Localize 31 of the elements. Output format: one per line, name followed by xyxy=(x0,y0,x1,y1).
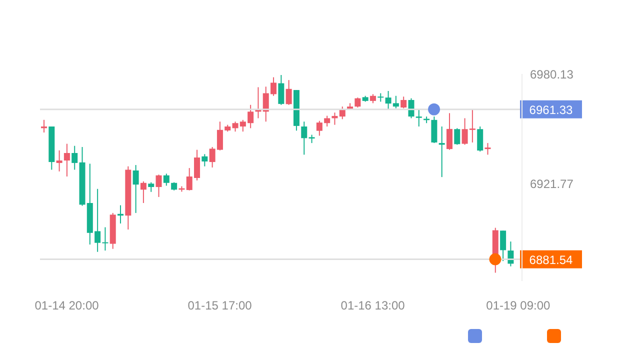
candlestick xyxy=(132,164,139,214)
candlestick xyxy=(408,98,414,119)
candlestick xyxy=(484,142,491,156)
x-tick-label: 01-16 13:00 xyxy=(340,298,406,313)
candlestick xyxy=(370,94,376,104)
ref-line-label: 6961.33 xyxy=(529,102,574,117)
candlestick xyxy=(354,97,361,108)
ref-line-label: 6881.54 xyxy=(529,252,574,267)
candlestick xyxy=(278,74,284,106)
candlestick xyxy=(400,96,407,109)
x-tick-label: 01-14 20:00 xyxy=(34,298,100,313)
x-tick-label: 01-15 17:00 xyxy=(188,298,252,313)
y-tick-label: 6980.13 xyxy=(530,67,574,82)
candlestick xyxy=(301,121,308,156)
candlestick xyxy=(148,182,154,192)
y-tick-label: 6921.77 xyxy=(530,176,574,191)
candlestick xyxy=(454,128,460,146)
candlestick xyxy=(202,154,208,167)
candlestick xyxy=(156,174,162,198)
x-tick-label: 01-19 09:00 xyxy=(486,298,551,313)
candlestick xyxy=(431,116,438,144)
candlestick xyxy=(500,230,506,262)
candlestick xyxy=(72,145,78,170)
candlestick xyxy=(416,109,422,127)
candlestick xyxy=(64,143,70,177)
candlestick xyxy=(286,80,292,106)
candlestick xyxy=(477,126,484,152)
candlestick xyxy=(56,150,62,172)
candlestick xyxy=(140,180,146,204)
candlestick xyxy=(163,173,170,186)
candlestick xyxy=(446,112,452,150)
